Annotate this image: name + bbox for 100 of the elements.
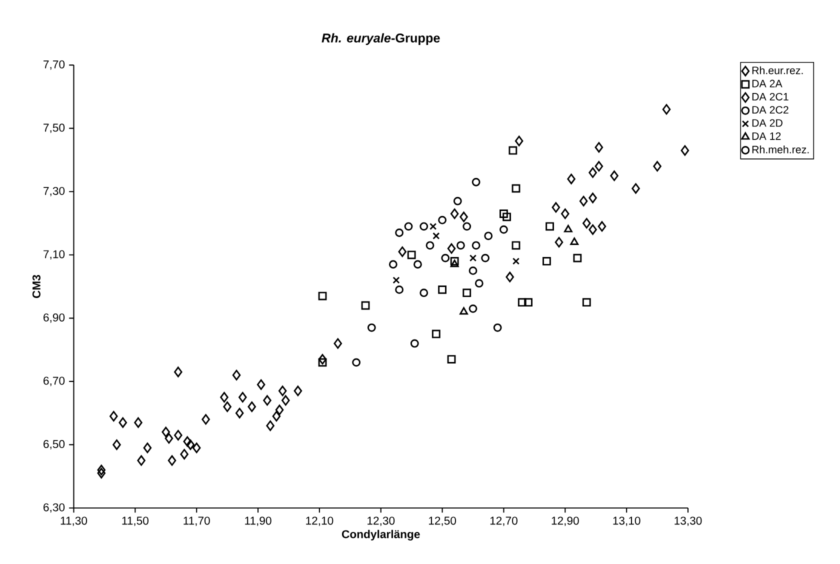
point [460,307,468,315]
point [430,222,437,230]
point [582,218,591,229]
point [235,408,244,418]
point [594,161,604,172]
y-tick-label: 7,10 [44,250,65,260]
x-tick-label: 12,70 [490,516,518,526]
point [561,208,570,220]
point [275,404,284,416]
point [447,243,456,254]
point [202,414,210,425]
point [361,301,370,310]
point [450,208,459,220]
x-axis-title: Condylarlänge [342,530,420,540]
legend-label: DA 2C1 [752,92,788,100]
x-tick-label: 12,10 [306,516,334,526]
legend-label: DA 2D [752,119,782,127]
point [506,272,514,282]
point [564,224,572,232]
point [192,442,201,454]
point [426,241,434,250]
point [453,196,462,206]
point [97,464,106,476]
point [388,260,398,269]
legend-label: DA 2A [752,80,782,88]
point [420,222,428,231]
y-tick-label: 7,70 [44,60,65,70]
point [610,170,618,182]
point [318,358,327,367]
point [164,433,174,444]
point [512,258,520,265]
point [582,298,591,307]
legend-label: DA 12 [752,132,781,140]
point [407,250,416,260]
point [432,232,440,240]
point [220,392,228,403]
point [450,260,459,268]
point [134,417,142,428]
legend-label: DA 2C2 [752,106,788,114]
point [481,254,490,262]
point [318,354,327,365]
point [248,401,256,412]
y-tick-label: 7,50 [44,124,65,134]
point [282,395,290,406]
point [294,386,302,396]
point [450,257,459,266]
point [468,266,478,275]
x-tick-label: 13,10 [613,516,640,526]
point [524,298,532,307]
point [438,285,446,294]
point [223,401,232,412]
point [460,212,468,222]
point [438,216,446,224]
point [97,468,106,478]
point [588,192,597,204]
point [174,430,182,440]
x-tick-label: 11,50 [122,516,148,526]
point [112,439,121,450]
point [474,279,484,288]
point [183,436,192,447]
point [174,366,182,378]
x-tick-label: 13,30 [674,516,702,526]
point [162,426,170,438]
point [632,183,640,194]
point [414,260,422,269]
y-tick-label: 6,50 [44,440,65,450]
point [143,442,152,454]
point [404,222,413,231]
y-tick-label: 7,30 [44,186,65,196]
point [432,330,440,338]
point [469,254,477,262]
point [518,298,526,307]
point [256,379,266,390]
legend-label: Rh.meh.rez. [752,146,809,154]
point [484,232,493,240]
point [410,339,419,348]
x-tick-label: 12,50 [428,516,456,526]
point [468,304,478,313]
point [395,285,404,294]
point [318,292,327,300]
point [367,323,376,332]
point [579,196,588,206]
y-tick-label: 6,70 [44,376,65,386]
point [554,236,564,248]
point [508,146,518,155]
x-tick-label: 11,70 [184,516,210,526]
point [502,212,511,222]
x-tick-label: 12,30 [368,516,395,526]
point [653,161,662,172]
y-tick-label: 6,90 [44,313,65,323]
x-tick-label: 12,90 [552,516,579,526]
point [567,174,576,184]
point [462,288,472,298]
point [462,222,472,231]
point [232,370,241,380]
point [118,417,128,428]
point [168,455,176,466]
point [110,410,118,422]
point [570,237,579,245]
point [180,448,188,460]
